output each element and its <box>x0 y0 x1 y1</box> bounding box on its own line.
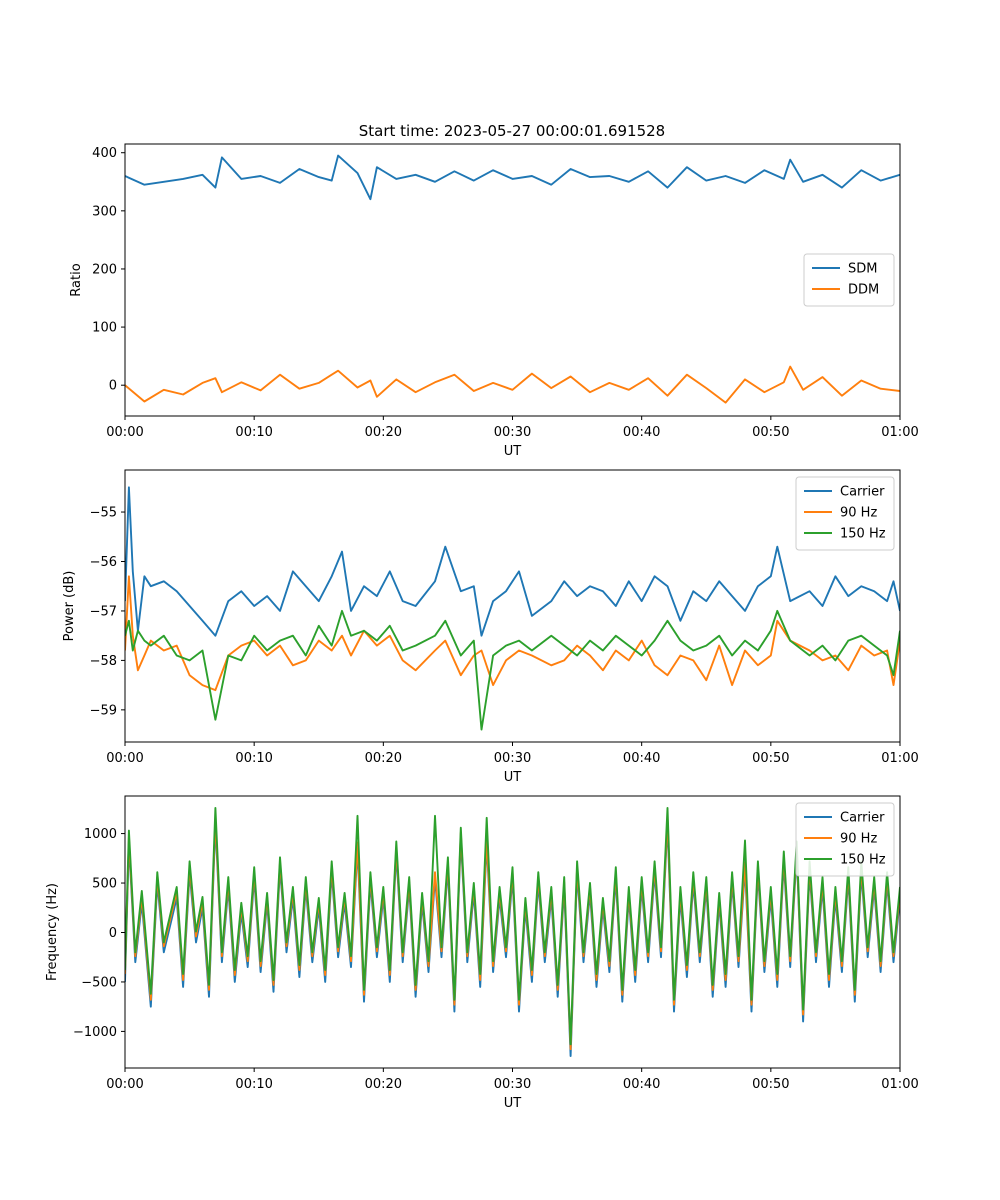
y-axis-label: Frequency (Hz) <box>45 883 60 981</box>
x-tick-label: 00:20 <box>365 425 402 440</box>
x-axis-label: UT <box>504 770 522 785</box>
x-tick-label: 00:30 <box>494 425 531 440</box>
legend-label: DDM <box>848 283 879 298</box>
x-tick-label: 00:40 <box>623 751 660 766</box>
y-tick-label: 400 <box>92 146 117 161</box>
x-axis-label: UT <box>504 444 522 459</box>
axes-frame <box>124 795 901 1069</box>
axes-frame <box>124 143 901 417</box>
series-line-carrier <box>125 486 900 637</box>
legend: Carrier 90 Hz 150 Hz <box>795 802 895 877</box>
series-line-sdm <box>125 154 900 201</box>
plot-area <box>125 154 900 404</box>
x-tick-label: 00:10 <box>235 1077 272 1092</box>
legend-label: Carrier <box>840 485 885 500</box>
x-tick-label: 00:00 <box>106 1077 143 1092</box>
panel-1: 00:00 00:10 00:20 00:30 00:40 00:50 01:00 0 100 2… <box>69 143 919 459</box>
y-tick-label: 200 <box>92 262 117 277</box>
x-axis-label: UT <box>504 1096 522 1111</box>
y-tick-label: 300 <box>92 204 117 219</box>
x-tick-label: 00:30 <box>494 751 531 766</box>
panels: 00:00 00:10 00:20 00:30 00:40 00:50 01:00 0 100 2… <box>45 143 919 1111</box>
x-tick-label: 00:50 <box>752 425 789 440</box>
panel-2: 00:00 00:10 00:20 00:30 00:40 00:50 01:00 −55 −5… <box>62 469 919 785</box>
x-tick-label: 00:20 <box>365 1077 402 1092</box>
plot-area <box>125 486 900 731</box>
y-tick-label: −56 <box>90 555 117 570</box>
legend-box <box>795 802 895 877</box>
x-tick-label: 00:00 <box>106 751 143 766</box>
plot-area <box>125 806 900 1058</box>
axes-frame <box>124 469 901 743</box>
x-tick-label: 00:30 <box>494 1077 531 1092</box>
legend: Carrier 90 Hz 150 Hz <box>795 476 895 551</box>
x-tick-label: 00:40 <box>623 425 660 440</box>
legend-label: 150 Hz <box>840 853 886 868</box>
y-tick-label: −59 <box>90 703 117 718</box>
y-tick-label: −55 <box>90 506 117 521</box>
y-tick-label: 0 <box>109 379 117 394</box>
legend-label: Carrier <box>840 811 885 826</box>
x-tick-label: 01:00 <box>881 425 918 440</box>
x-tick-label: 00:20 <box>365 751 402 766</box>
y-tick-label: −1000 <box>73 1025 117 1040</box>
legend-label: 90 Hz <box>840 832 877 847</box>
y-tick-label: 1000 <box>84 827 117 842</box>
series-line-150-hz <box>125 609 900 731</box>
x-tick-label: 01:00 <box>881 1077 918 1092</box>
x-tick-label: 00:50 <box>752 1077 789 1092</box>
series-line-ddm <box>125 365 900 404</box>
figure-title: Start time: 2023-05-27 00:00:01.691528 <box>359 122 665 140</box>
panel-3: 00:00 00:10 00:20 00:30 00:40 00:50 01:00 1000 5… <box>45 795 919 1111</box>
y-tick-label: −58 <box>90 654 117 669</box>
legend-label: 150 Hz <box>840 527 886 542</box>
x-tick-label: 00:10 <box>235 751 272 766</box>
series-line-90-hz <box>125 575 900 692</box>
y-axis-label: Power (dB) <box>62 571 77 642</box>
legend-box <box>803 253 895 307</box>
y-tick-label: −57 <box>90 604 117 619</box>
x-tick-label: 00:00 <box>106 425 143 440</box>
series-line-150-hz <box>125 806 900 1046</box>
x-tick-label: 00:40 <box>623 1077 660 1092</box>
legend: SDM DDM <box>803 253 895 307</box>
y-tick-label: −500 <box>81 975 117 990</box>
x-tick-label: 00:50 <box>752 751 789 766</box>
x-tick-label: 00:10 <box>235 425 272 440</box>
y-tick-label: 0 <box>109 926 117 941</box>
y-tick-label: 500 <box>92 877 117 892</box>
legend-label: 90 Hz <box>840 506 877 521</box>
y-axis-label: Ratio <box>69 263 84 296</box>
legend-label: SDM <box>848 262 877 277</box>
y-tick-label: 100 <box>92 321 117 336</box>
legend-box <box>795 476 895 551</box>
x-tick-label: 01:00 <box>881 751 918 766</box>
